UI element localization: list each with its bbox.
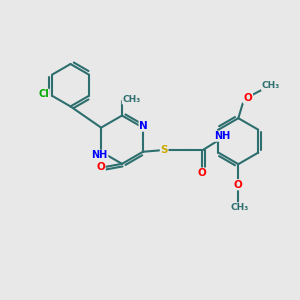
- Text: O: O: [197, 168, 206, 178]
- Text: N: N: [139, 121, 148, 131]
- Text: S: S: [160, 145, 168, 155]
- Text: NH: NH: [92, 150, 108, 160]
- Text: O: O: [244, 93, 252, 103]
- Text: CH₃: CH₃: [122, 95, 141, 104]
- Text: NH: NH: [214, 131, 231, 141]
- Text: Cl: Cl: [38, 89, 49, 99]
- Text: O: O: [234, 180, 243, 190]
- Text: O: O: [96, 162, 105, 172]
- Text: CH₃: CH₃: [262, 81, 280, 90]
- Text: CH₃: CH₃: [231, 203, 249, 212]
